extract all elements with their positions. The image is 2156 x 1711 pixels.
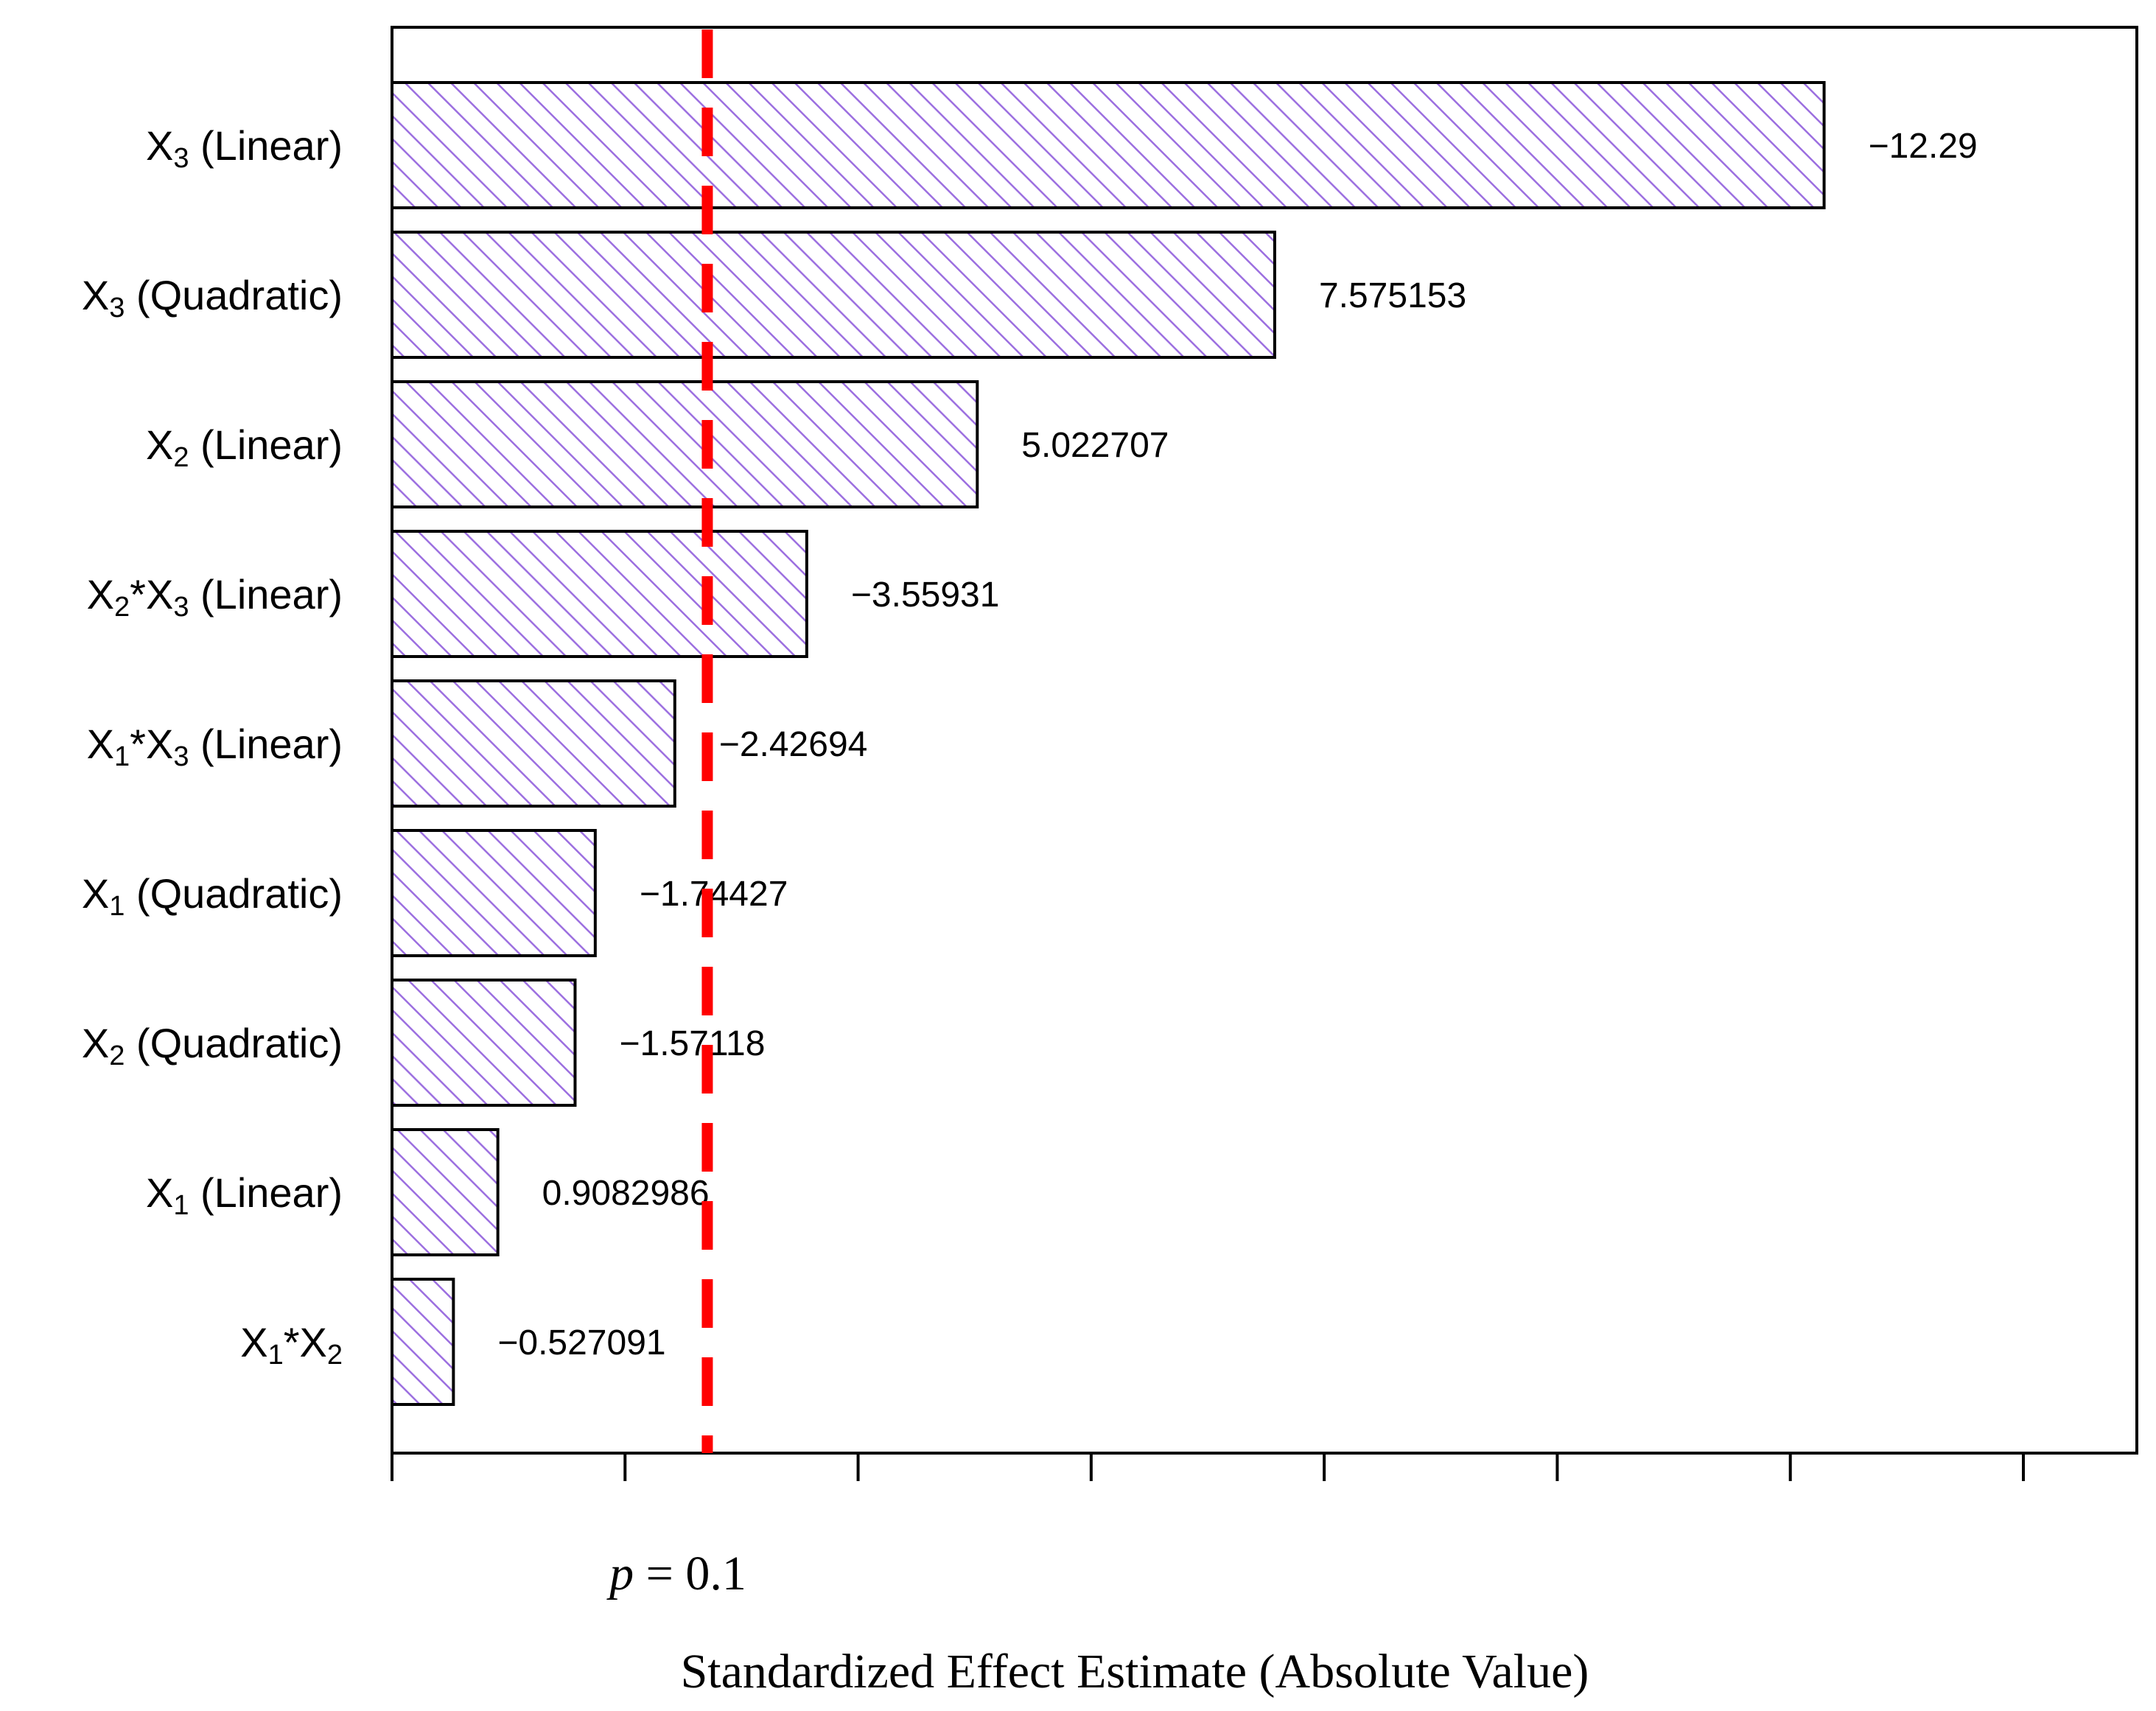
bar — [391, 829, 597, 957]
category-label: X1*X3 (Linear) — [87, 721, 343, 772]
reference-label: p = 0.1 — [606, 1547, 746, 1600]
bar — [391, 380, 979, 508]
value-label: −0.527091 — [497, 1323, 665, 1362]
category-label: X3 (Linear) — [146, 122, 343, 174]
bar — [391, 231, 1276, 359]
x-axis-label: Standardized Effect Estimate (Absolute V… — [681, 1645, 1589, 1698]
category-label: X1 (Quadratic) — [82, 870, 343, 922]
bar — [391, 1278, 455, 1406]
bar — [391, 530, 808, 658]
value-label: −12.29 — [1869, 127, 1978, 166]
x-axis-ticks — [391, 1453, 2025, 1481]
value-label: −1.57118 — [619, 1024, 765, 1063]
category-labels: X3 (Linear) X3 (Quadratic) X2 (Linear) X2*X… — [82, 122, 343, 1371]
value-label: 5.022707 — [1021, 426, 1169, 465]
category-label: X2 (Linear) — [146, 421, 343, 473]
bars-group — [391, 81, 1826, 1406]
value-label: −3.55931 — [851, 575, 1000, 615]
bar — [391, 979, 577, 1107]
bar — [391, 81, 1826, 209]
category-label: X3 (Quadratic) — [82, 272, 343, 323]
value-label: 0.9082986 — [542, 1174, 710, 1213]
bar — [391, 679, 676, 808]
value-label: −2.42694 — [719, 725, 868, 764]
category-label: X2 (Quadratic) — [82, 1020, 343, 1071]
category-label: X1 (Linear) — [146, 1169, 343, 1221]
value-label: 7.575153 — [1319, 276, 1466, 315]
category-label: X2*X3 (Linear) — [87, 571, 343, 623]
bar — [391, 1128, 500, 1256]
value-labels: −12.29 7.575153 5.022707 −3.55931 −2.42694 −1… — [497, 127, 1977, 1362]
value-label: −1.74427 — [640, 875, 788, 914]
category-label: X1*X2 — [240, 1319, 343, 1371]
